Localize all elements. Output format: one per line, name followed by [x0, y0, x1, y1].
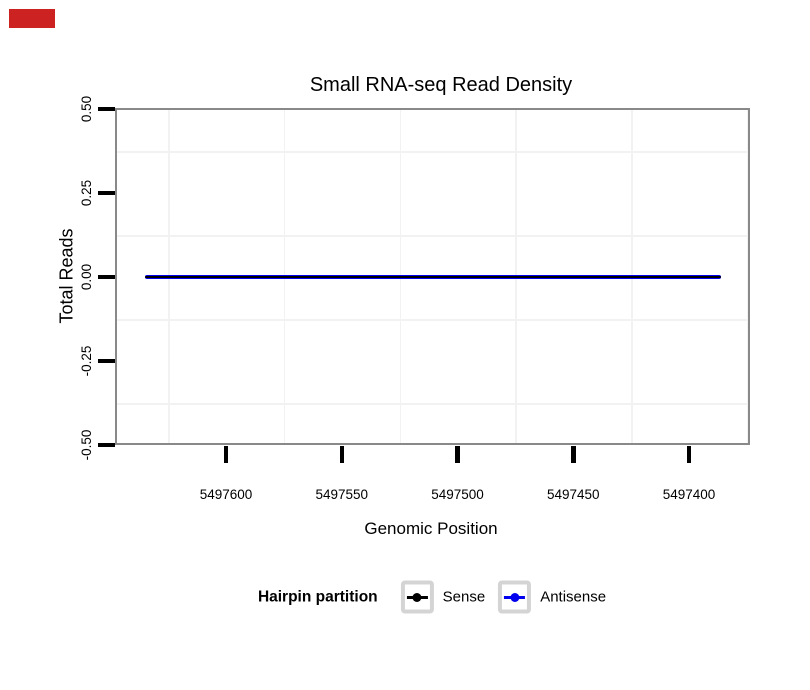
x-tick	[339, 446, 344, 463]
y-tick	[98, 274, 115, 280]
y-tick-label: -0.25	[79, 345, 94, 377]
minor-gridline-horizontal	[117, 319, 748, 321]
sense-point-icon	[412, 592, 422, 602]
legend-label-antisense: Antisense	[540, 588, 607, 606]
legend-key-antisense	[498, 580, 532, 614]
y-tick-label: 0.25	[79, 179, 94, 207]
x-tick-label: 5497550	[315, 487, 369, 502]
x-tick-label: 5497400	[662, 487, 716, 502]
x-tick-label: 5497450	[546, 487, 600, 502]
x-tick	[686, 446, 692, 463]
x-tick-label: 5497500	[431, 487, 484, 502]
minor-gridline-horizontal	[117, 403, 748, 405]
y-tick	[98, 442, 115, 448]
y-tick-label: -0.50	[79, 429, 94, 461]
y-tick	[98, 358, 115, 364]
y-tick	[98, 106, 115, 112]
x-tick	[455, 446, 460, 463]
y-tick-label: 0.50	[79, 95, 94, 123]
x-tick	[571, 446, 576, 463]
red-marker	[9, 9, 55, 28]
plot-panel	[115, 108, 750, 445]
y-tick-label: 0.00	[79, 263, 94, 291]
minor-gridline-horizontal	[117, 235, 748, 237]
legend-key-sense	[400, 580, 434, 614]
legend-label-sense: Sense	[442, 588, 486, 606]
x-tick-label: 5497600	[199, 487, 253, 502]
legend-title: Hairpin partition	[257, 588, 378, 605]
minor-gridline-vertical	[746, 110, 748, 443]
x-tick	[223, 446, 229, 463]
antisense-point-icon	[510, 592, 520, 602]
y-tick	[98, 190, 115, 196]
y-axis-title: Total Reads	[56, 228, 77, 324]
legend: Hairpin partition Sense Antisense	[257, 580, 610, 614]
minor-gridline-horizontal	[117, 151, 748, 153]
x-axis-title: Genomic Position	[364, 519, 498, 538]
series-line-sense	[144, 275, 722, 279]
chart-title: Small RNA-seq Read Density	[309, 74, 573, 96]
